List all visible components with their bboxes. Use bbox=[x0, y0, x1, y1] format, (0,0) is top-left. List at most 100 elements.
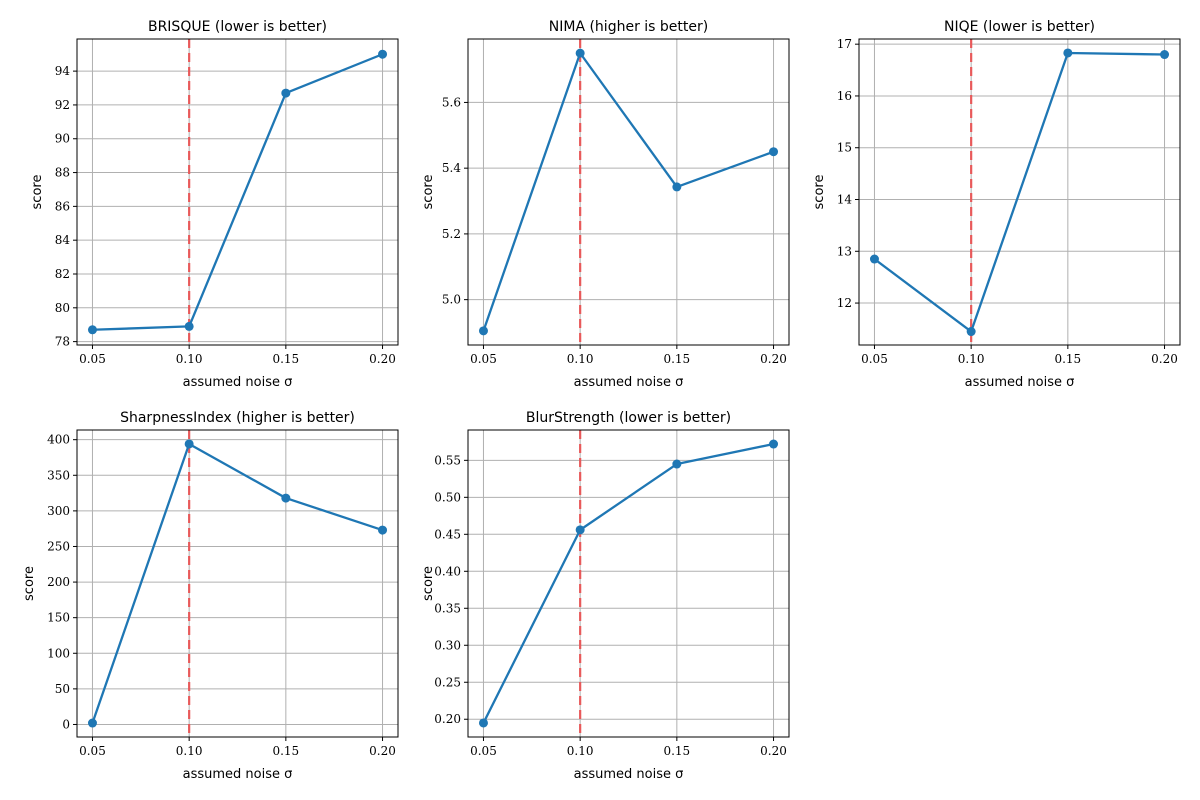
y-tick-label: 90 bbox=[55, 132, 70, 146]
axes-frame bbox=[858, 38, 1181, 346]
y-tick-label: 0.50 bbox=[434, 490, 461, 504]
y-tick-label: 0.30 bbox=[434, 638, 461, 652]
y-tick-label: 17 bbox=[837, 37, 852, 51]
data-point bbox=[281, 88, 291, 98]
x-tick-label: 0.10 bbox=[567, 352, 594, 366]
x-tick-label: 0.20 bbox=[760, 352, 787, 366]
data-point bbox=[87, 325, 97, 335]
y-tick-label: 350 bbox=[47, 468, 70, 482]
y-tick-label: 12 bbox=[837, 296, 852, 310]
data-point bbox=[1063, 48, 1073, 58]
x-tick-label: 0.20 bbox=[760, 744, 787, 758]
x-tick-label: 0.10 bbox=[567, 744, 594, 758]
y-axis-label: score bbox=[812, 175, 827, 210]
series-line bbox=[92, 53, 383, 331]
series-line bbox=[873, 51, 1165, 333]
subplot-2: 0.05 0.10 0.15 0.20 5.0 5.2 5.4 5.6 NIMA (higher… bbox=[421, 19, 790, 390]
x-tick-label: 0.10 bbox=[176, 744, 203, 758]
y-tick-label: 82 bbox=[55, 267, 70, 281]
y-tick-label: 5.0 bbox=[442, 293, 461, 307]
x-tick-label: 0.15 bbox=[1054, 352, 1081, 366]
y-tick-label: 250 bbox=[47, 539, 70, 553]
data-point bbox=[769, 439, 779, 449]
chart-title: NIMA (higher is better) bbox=[549, 19, 708, 35]
series-line bbox=[482, 442, 774, 724]
y-tick-label: 400 bbox=[47, 433, 70, 447]
y-tick-label: 0.40 bbox=[434, 564, 461, 578]
subplot-4: 0.05 0.10 0.15 0.20 0 50 100 150 200 250 300 350 400… bbox=[22, 410, 399, 782]
x-tick-label: 0.15 bbox=[272, 352, 299, 366]
axes-frame bbox=[76, 429, 399, 738]
data-point bbox=[478, 718, 488, 728]
grid bbox=[77, 39, 398, 345]
x-tick-label: 0.10 bbox=[176, 352, 203, 366]
x-tick-label: 0.15 bbox=[272, 744, 299, 758]
data-point bbox=[672, 459, 682, 469]
data-point bbox=[575, 48, 585, 58]
y-tick-label: 92 bbox=[55, 98, 70, 112]
data-point bbox=[1160, 50, 1170, 60]
y-tick-label: 84 bbox=[55, 233, 71, 247]
y-axis-label: score bbox=[30, 175, 45, 210]
x-tick-label: 0.05 bbox=[79, 744, 106, 758]
chart-title: NIQE (lower is better) bbox=[944, 19, 1095, 35]
axes-frame bbox=[467, 38, 790, 346]
data-point bbox=[769, 147, 779, 157]
chart-title: BRISQUE (lower is better) bbox=[148, 19, 327, 35]
data-point bbox=[478, 326, 488, 336]
data-point bbox=[184, 321, 194, 331]
y-tick-label: 15 bbox=[837, 141, 852, 155]
data-point bbox=[378, 525, 388, 535]
x-tick-label: 0.15 bbox=[663, 744, 690, 758]
grid bbox=[468, 39, 789, 345]
series-line bbox=[482, 51, 774, 332]
data-point bbox=[869, 254, 879, 264]
x-tick-label: 0.10 bbox=[958, 352, 985, 366]
y-tick-label: 14 bbox=[837, 193, 853, 207]
subplot-5: 0.05 0.10 0.15 0.20 0.20 0.25 0.30 0.35 0.40 0.45… bbox=[421, 410, 790, 782]
x-tick-label: 0.20 bbox=[369, 744, 396, 758]
axes-frame bbox=[467, 429, 790, 738]
y-tick-label: 80 bbox=[55, 301, 70, 315]
y-tick-label: 0.20 bbox=[434, 712, 461, 726]
y-tick-label: 94 bbox=[55, 64, 71, 78]
data-point bbox=[672, 182, 682, 192]
chart-title: SharpnessIndex (higher is better) bbox=[120, 410, 355, 426]
y-tick-label: 300 bbox=[47, 504, 70, 518]
chart-title: BlurStrength (lower is better) bbox=[526, 410, 731, 426]
x-axis-label: assumed noise σ bbox=[965, 375, 1075, 390]
y-tick-label: 86 bbox=[55, 199, 70, 213]
x-tick-label: 0.15 bbox=[663, 352, 690, 366]
y-tick-label: 5.6 bbox=[442, 95, 461, 109]
y-tick-label: 0.35 bbox=[434, 601, 461, 615]
y-tick-label: 0.45 bbox=[434, 527, 461, 541]
x-tick-label: 0.05 bbox=[861, 352, 888, 366]
data-point bbox=[575, 525, 585, 535]
y-tick-label: 200 bbox=[47, 575, 70, 589]
subplot-3: 0.05 0.10 0.15 0.20 12 13 14 15 16 17 NIQE (lower … bbox=[812, 19, 1181, 390]
y-tick-label: 0.55 bbox=[434, 453, 461, 467]
y-tick-label: 50 bbox=[55, 682, 70, 696]
y-tick-label: 78 bbox=[55, 335, 70, 349]
x-tick-label: 0.20 bbox=[369, 352, 396, 366]
x-axis-label: assumed noise σ bbox=[574, 767, 684, 782]
x-tick-label: 0.05 bbox=[470, 352, 497, 366]
data-point bbox=[378, 49, 388, 59]
x-axis-label: assumed noise σ bbox=[574, 375, 684, 390]
y-tick-label: 150 bbox=[47, 611, 70, 625]
y-tick-label: 0 bbox=[62, 717, 70, 731]
grid bbox=[77, 430, 398, 737]
y-axis-label: score bbox=[421, 566, 436, 601]
y-tick-label: 13 bbox=[837, 244, 852, 258]
y-axis-label: score bbox=[22, 566, 37, 601]
y-tick-label: 0.25 bbox=[434, 675, 461, 689]
data-point bbox=[966, 327, 976, 337]
y-tick-label: 88 bbox=[55, 166, 70, 180]
x-tick-label: 0.05 bbox=[79, 352, 106, 366]
y-tick-label: 5.4 bbox=[442, 161, 461, 175]
x-tick-label: 0.20 bbox=[1151, 352, 1178, 366]
series-line bbox=[91, 442, 383, 724]
y-axis-label: score bbox=[421, 175, 436, 210]
x-axis-label: assumed noise σ bbox=[183, 375, 293, 390]
